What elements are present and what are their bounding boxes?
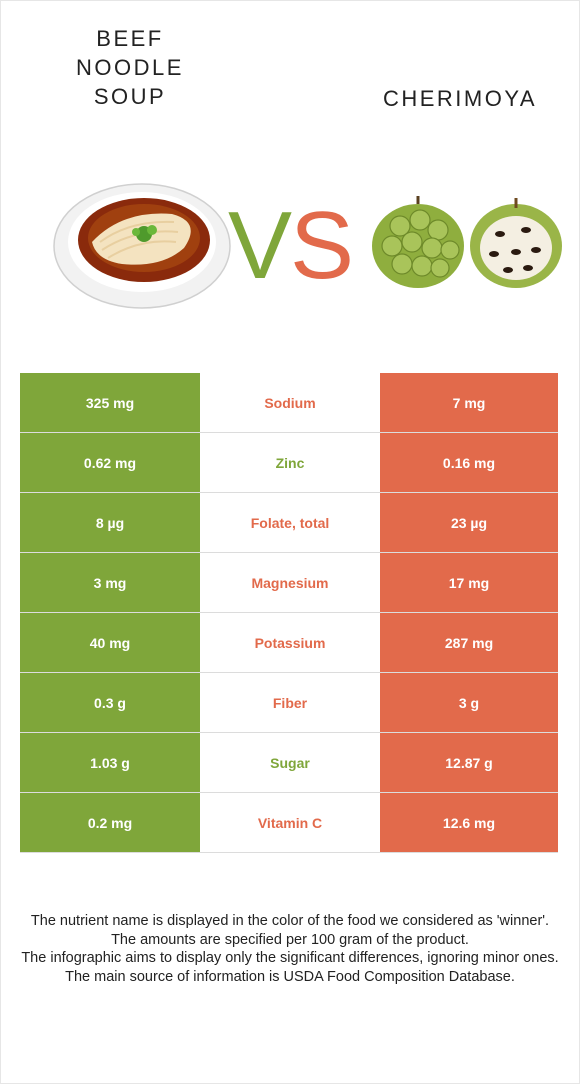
nutrient-name: Folate, total [200, 492, 380, 553]
right-value: 12.6 mg [380, 792, 558, 853]
footer-line: The nutrient name is displayed in the co… [30, 913, 550, 929]
footer-line: The infographic aims to display only the… [21, 950, 559, 966]
left-value: 3 mg [20, 552, 200, 613]
nutrient-name: Sugar [200, 732, 380, 793]
footer-notes: The nutrient name is displayed in the co… [20, 912, 560, 986]
nutrient-row: 40 mg Potassium 287 mg [20, 612, 558, 673]
left-food-title: BEEF NOODLE SOUP [20, 24, 240, 111]
right-value: 0.16 mg [380, 432, 558, 493]
left-value: 325 mg [20, 373, 200, 433]
footer-line: The main source of information is USDA F… [65, 968, 515, 985]
nutrient-row: 3 mg Magnesium 17 mg [20, 552, 558, 613]
nutrient-name: Vitamin C [200, 792, 380, 853]
left-value: 0.62 mg [20, 432, 200, 493]
nutrient-row: 325 mg Sodium 7 mg [20, 373, 558, 433]
nutrient-name: Sodium [200, 373, 380, 433]
left-value: 40 mg [20, 612, 200, 673]
right-value: 287 mg [380, 612, 558, 673]
left-title-line: SOUP [93, 84, 167, 109]
nutrient-row: 8 µg Folate, total 23 µg [20, 492, 558, 553]
nutrient-row: 0.3 g Fiber 3 g [20, 672, 558, 733]
nutrient-row: 1.03 g Sugar 12.87 g [20, 732, 558, 793]
cherimoya-image [372, 196, 562, 288]
nutrient-name: Magnesium [200, 552, 380, 613]
vs-logo: V S [228, 194, 354, 294]
left-value: 1.03 g [20, 732, 200, 793]
nutrient-row: 0.62 mg Zinc 0.16 mg [20, 432, 558, 493]
left-title-line: BEEF [96, 26, 164, 51]
nutrient-row: 0.2 mg Vitamin C 12.6 mg [20, 792, 558, 853]
vs-s: S [290, 194, 354, 294]
vs-v: V [228, 194, 292, 294]
left-value: 8 µg [20, 492, 200, 553]
comparison-table: 325 mg Sodium 7 mg 0.62 mg Zinc 0.16 mg 8 µg Fo… [20, 373, 558, 853]
beef-noodle-soup-image [53, 183, 231, 309]
right-value: 7 mg [380, 373, 558, 433]
right-value: 3 g [380, 672, 558, 733]
right-value: 17 mg [380, 552, 558, 613]
right-value: 12.87 g [380, 732, 558, 793]
left-value: 0.2 mg [20, 792, 200, 853]
nutrient-name: Fiber [200, 672, 380, 733]
right-value: 23 µg [380, 492, 558, 553]
left-title-line: NOODLE [76, 55, 184, 80]
nutrient-name: Potassium [200, 612, 380, 673]
nutrient-name: Zinc [200, 432, 380, 493]
right-food-title: CHERIMOYA [382, 86, 538, 111]
left-value: 0.3 g [20, 672, 200, 733]
footer-line: The amounts are specified per 100 gram o… [111, 931, 469, 948]
